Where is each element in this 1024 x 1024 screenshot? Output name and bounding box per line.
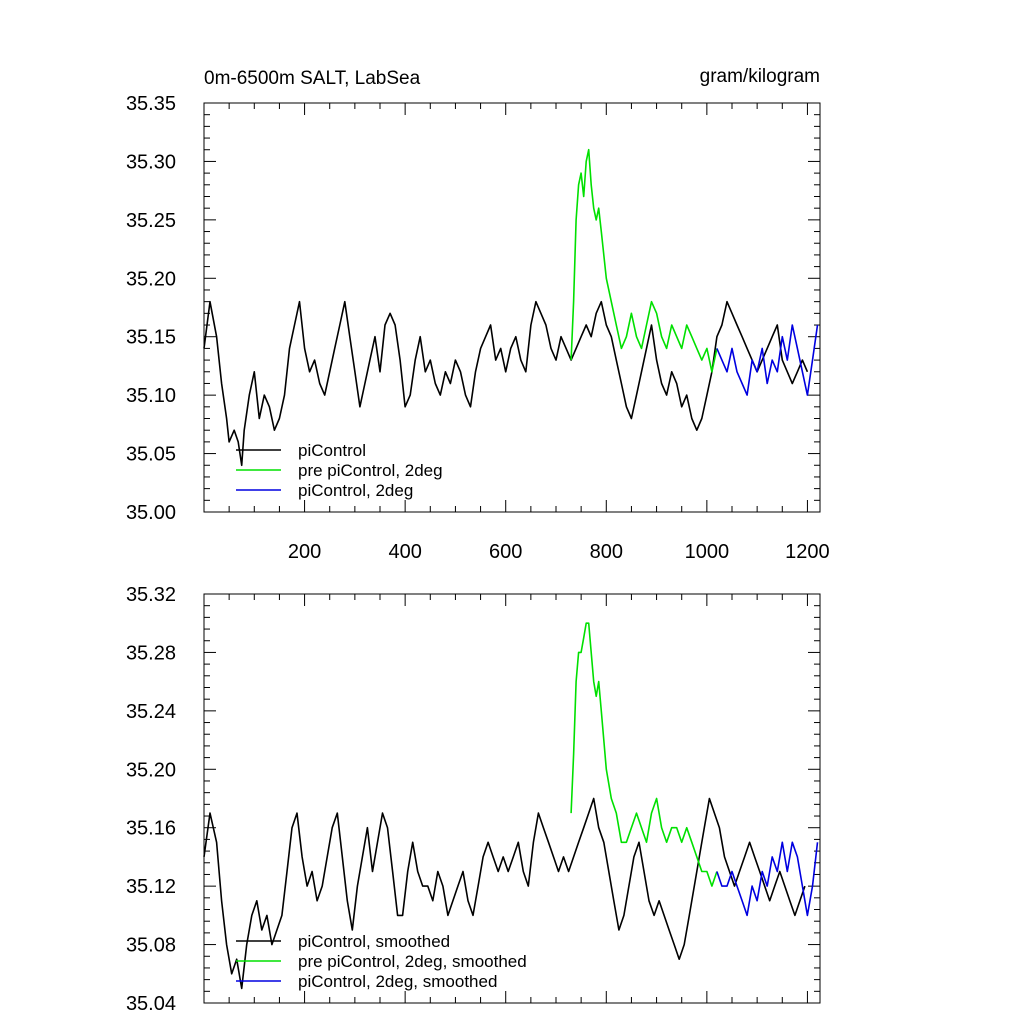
x-tick-label: 400 (388, 541, 421, 563)
y-tick-label: 35.25 (126, 210, 176, 232)
y-tick-label: 35.28 (126, 642, 176, 664)
bottom-series-group (203, 622, 819, 990)
x-tick-label: 1000 (685, 541, 730, 563)
y-tick-label: 35.15 (126, 327, 176, 349)
legend-label-2: pre piControl, 2deg, smoothed (298, 952, 527, 971)
series-line-2 (570, 622, 718, 887)
top-series-group (203, 148, 819, 467)
y-tick-label: 35.35 (126, 93, 176, 115)
top-axes: 35.00 35.05 35.10 35.15 35.20 35.25 35.30 35.35… (126, 93, 830, 563)
legend-label-1: piControl (298, 441, 366, 460)
series-line-3 (716, 324, 819, 396)
series-line-1 (203, 797, 806, 990)
y-tick-label: 35.20 (126, 268, 176, 290)
bottom-axes: 35.04 35.08 35.12 35.16 35.20 35.24 35.28 35.32 (126, 584, 820, 1015)
top-chart-units: gram/kilogram (700, 66, 820, 87)
legend-label-3: piControl, 2deg (298, 481, 413, 500)
y-tick-label: 35.08 (126, 935, 176, 957)
x-tick-label: 600 (489, 541, 522, 563)
y-tick-label: 35.12 (126, 876, 176, 898)
y-tick-label: 35.10 (126, 385, 176, 407)
y-tick-label: 35.00 (126, 502, 176, 524)
y-tick-label: 35.20 (126, 759, 176, 781)
bottom-plot-frame (203, 593, 821, 1004)
x-tick-label: 200 (288, 541, 321, 563)
series-line-3 (716, 841, 819, 917)
top-plot-frame (203, 102, 821, 513)
series-line-1 (203, 300, 809, 467)
y-tick-label: 35.16 (126, 818, 176, 840)
y-tick-label: 35.05 (126, 444, 176, 466)
top-chart-title: 0m-6500m SALT, LabSea (204, 68, 421, 89)
legend-label-1: piControl, smoothed (298, 932, 450, 951)
x-tick-label: 800 (590, 541, 623, 563)
y-tick-label: 35.30 (126, 151, 176, 173)
legend-label-3: piControl, 2deg, smoothed (298, 972, 497, 991)
y-tick-label: 35.04 (126, 993, 176, 1015)
y-tick-label: 35.32 (126, 584, 176, 606)
x-tick-label: 1200 (785, 541, 830, 563)
series-line-2 (570, 148, 718, 373)
legend-label-2: pre piControl, 2deg (298, 461, 443, 480)
y-tick-label: 35.24 (126, 701, 176, 723)
